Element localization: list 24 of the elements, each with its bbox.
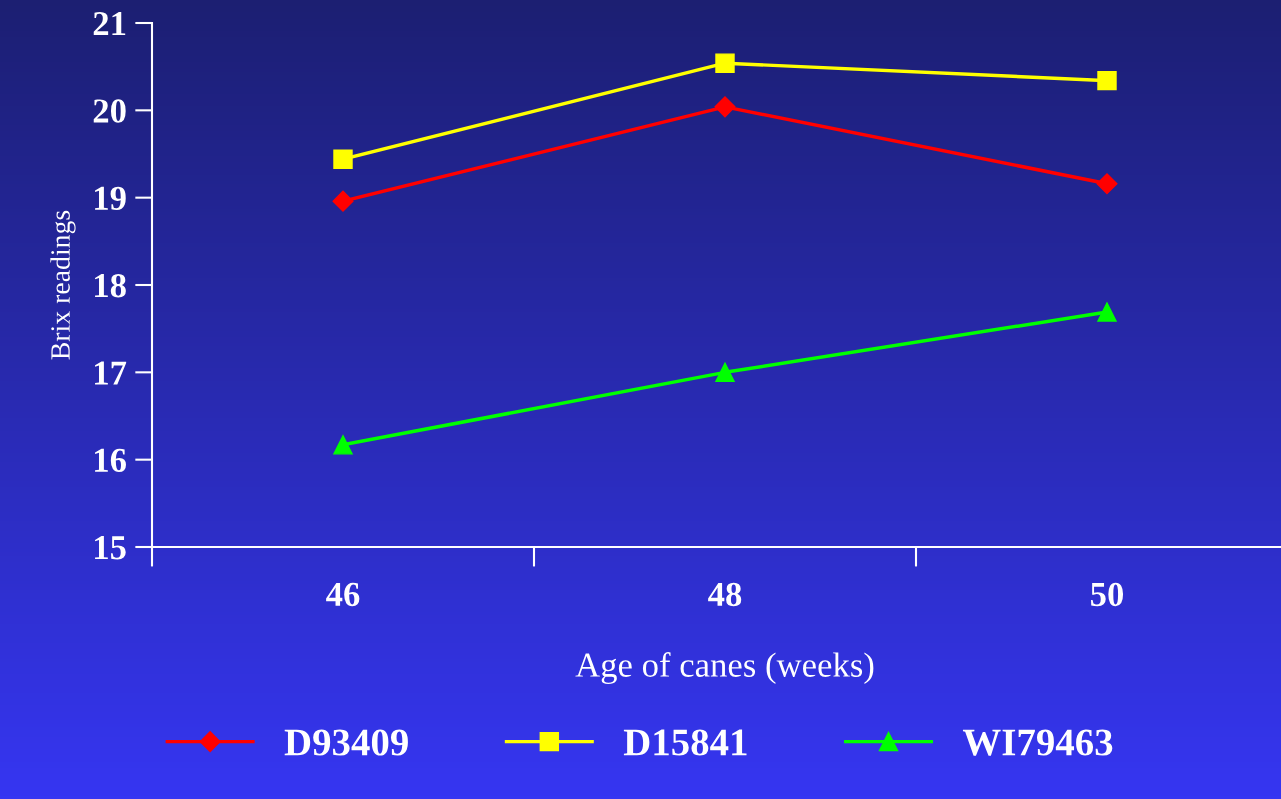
y-tick-label: 21: [93, 12, 126, 36]
x-tick-label: 50: [1091, 582, 1124, 607]
y-tick-label: 20: [93, 99, 126, 123]
y-tick-label: 17: [95, 361, 127, 385]
point: [333, 149, 353, 169]
point: [333, 435, 353, 455]
y-tick-label: 15: [95, 536, 126, 560]
point: [1097, 70, 1117, 91]
point: [1097, 302, 1117, 322]
y-tick-label: 16: [95, 448, 126, 473]
y-tick-label: 19: [95, 186, 126, 211]
legend-label: D15841: [623, 729, 747, 756]
point: [332, 190, 354, 212]
x-tick-label: 46: [326, 582, 360, 607]
point: [715, 53, 735, 73]
y-tick-label: 18: [95, 273, 126, 298]
point: [715, 362, 735, 383]
legend-label: WI79463: [962, 729, 1113, 756]
point: [714, 96, 736, 118]
x-tick-label: 48: [708, 582, 742, 607]
point: [1096, 173, 1118, 195]
legend-label: D93409: [284, 729, 408, 756]
y-axis-title: Brix readings: [50, 210, 76, 360]
x-axis-title: Age of canes (weeks): [575, 652, 874, 685]
